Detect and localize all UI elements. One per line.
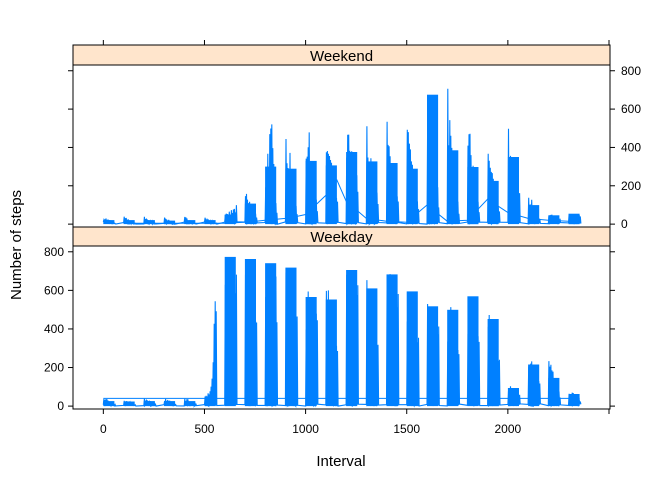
y-tick-label-weekday-0: 0 [57, 399, 64, 413]
series-block-weekday-16 [427, 306, 439, 407]
series-block-weekday-20 [507, 388, 519, 407]
series-block-weekday-23 [568, 394, 580, 407]
series-block-weekend-23 [568, 213, 580, 225]
series-block-weekend-17 [447, 150, 459, 225]
series-block-weekday-2 [143, 401, 155, 407]
x-tick-label-1500: 1500 [393, 422, 420, 436]
series-block-weekend-11 [325, 165, 337, 225]
series-block-weekday-12 [346, 270, 358, 407]
y-tick-label-weekend-800: 800 [621, 64, 641, 78]
series-block-weekend-16 [427, 94, 439, 225]
y-tick-label-weekend-400: 400 [621, 140, 641, 154]
series-block-weekend-12 [346, 152, 358, 225]
x-axis-title: Interval [316, 453, 365, 470]
series-line-weekend [102, 88, 582, 226]
series-block-weekday-13 [366, 288, 378, 407]
series-block-weekend-14 [386, 163, 398, 225]
x-tick-label-2000: 2000 [495, 422, 522, 436]
series-block-weekday-11 [325, 299, 337, 407]
series-block-weekend-4 [184, 220, 196, 225]
panels-layer: Weekend Weekday [72, 44, 611, 410]
series-block-weekend-0 [103, 220, 115, 225]
series-block-weekday-17 [447, 309, 459, 407]
series-block-weekend-20 [507, 157, 519, 225]
strip-label-weekend: Weekend [310, 48, 373, 65]
series-line-weekday [102, 261, 582, 408]
series-block-weekday-15 [406, 291, 418, 407]
series-block-weekend-10 [305, 160, 317, 225]
panel-weekend: Weekend [72, 44, 611, 228]
series-block-weekday-5 [204, 396, 216, 407]
axis-layer: 0 200 400 600 800 0 200 400 600 800 0 500 1000 1500 20… [44, 40, 641, 436]
series-block-weekday-3 [164, 401, 176, 407]
panel-weekday: Weekday [72, 226, 611, 410]
series-block-weekend-7 [244, 203, 256, 225]
series-block-weekday-22 [548, 377, 560, 407]
panel-frame-weekday [72, 245, 611, 410]
series-block-weekend-22 [548, 215, 560, 225]
series-block-weekend-15 [406, 168, 418, 225]
series-block-weekend-5 [204, 220, 216, 225]
y-tick-label-weekday-400: 400 [44, 322, 64, 336]
series-connector-weekend [123, 178, 580, 224]
series-block-weekend-1 [123, 220, 135, 225]
series-block-weekend-13 [366, 161, 378, 225]
series-block-weekend-2 [143, 220, 155, 225]
series-block-weekend-3 [164, 220, 176, 225]
series-block-weekday-6 [224, 256, 236, 407]
y-tick-label-weekday-800: 800 [44, 245, 64, 259]
x-tick-label-500: 500 [194, 422, 214, 436]
series-block-weekday-21 [528, 364, 540, 407]
series-block-weekday-1 [123, 401, 135, 407]
strip-label-weekday: Weekday [310, 229, 373, 246]
y-axis-title: Number of steps [8, 190, 25, 300]
y-tick-label-weekend-600: 600 [621, 102, 641, 116]
series-block-weekday-18 [467, 296, 479, 407]
series-block-weekend-9 [285, 168, 297, 225]
series-block-weekday-7 [244, 259, 256, 407]
series-block-weekend-18 [467, 167, 479, 225]
series-block-weekday-0 [103, 401, 115, 407]
y-tick-label-weekday-600: 600 [44, 283, 64, 297]
x-tick-label-1000: 1000 [292, 422, 319, 436]
y-tick-label-weekend-0: 0 [621, 217, 628, 231]
y-tick-label-weekday-200: 200 [44, 361, 64, 375]
series-block-weekday-9 [285, 267, 297, 407]
x-tick-label-0: 0 [100, 422, 107, 436]
series-block-weekday-8 [265, 263, 277, 407]
series-block-weekday-10 [305, 297, 317, 407]
series-block-weekday-4 [184, 401, 196, 407]
series-block-weekday-14 [386, 274, 398, 407]
series-block-weekend-21 [528, 205, 540, 225]
panel-frame-weekend [72, 64, 611, 228]
y-tick-label-weekend-200: 200 [621, 179, 641, 193]
series-block-weekend-8 [265, 166, 277, 225]
series-block-weekend-6 [224, 214, 236, 225]
series-block-weekday-19 [487, 319, 499, 407]
